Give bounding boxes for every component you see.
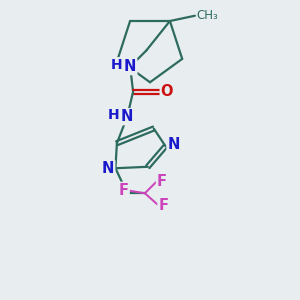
Text: F: F	[158, 198, 168, 213]
Text: CH₃: CH₃	[196, 9, 218, 22]
Text: F: F	[157, 174, 167, 189]
Text: N: N	[102, 161, 114, 176]
Text: H: H	[108, 108, 120, 122]
Text: O: O	[161, 84, 173, 99]
Text: F: F	[119, 183, 129, 198]
Text: H: H	[111, 58, 123, 72]
Text: N: N	[121, 109, 134, 124]
Text: N: N	[167, 137, 180, 152]
Text: N: N	[124, 59, 136, 74]
